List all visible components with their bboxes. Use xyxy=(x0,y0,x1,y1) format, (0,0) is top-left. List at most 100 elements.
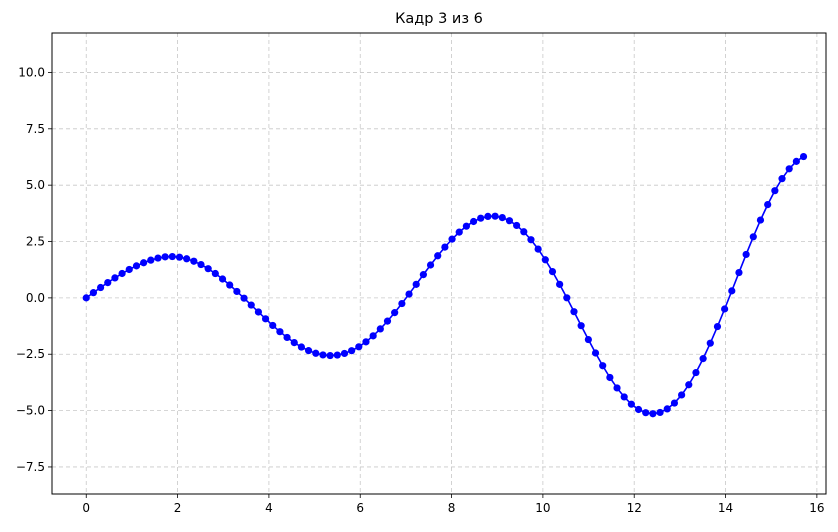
data-point xyxy=(692,368,700,377)
x-tick-label: 16 xyxy=(809,501,824,515)
data-point xyxy=(348,347,356,355)
data-point xyxy=(290,339,298,347)
data-point xyxy=(670,399,679,407)
data-point xyxy=(771,187,779,195)
data-point xyxy=(391,309,399,317)
data-point xyxy=(469,217,478,226)
x-tick-label: 0 xyxy=(82,501,90,515)
data-point xyxy=(477,214,485,222)
data-point xyxy=(613,384,621,392)
y-tick-label: 7.5 xyxy=(26,122,45,136)
x-tick-label: 10 xyxy=(535,501,550,515)
y-tick-label: −5.0 xyxy=(16,404,45,418)
data-point xyxy=(297,343,306,351)
data-point xyxy=(147,256,155,264)
data-point xyxy=(434,252,442,260)
data-point xyxy=(183,255,191,263)
data-point xyxy=(218,275,227,283)
data-point xyxy=(362,338,370,346)
data-point xyxy=(312,349,320,357)
data-point xyxy=(448,235,456,243)
data-point xyxy=(261,315,270,323)
data-point xyxy=(634,405,643,414)
data-point xyxy=(405,290,413,298)
data-point xyxy=(663,405,671,413)
data-point xyxy=(118,269,126,278)
data-point xyxy=(89,289,98,297)
data-point xyxy=(426,261,435,269)
data-point xyxy=(656,408,664,417)
data-point xyxy=(756,216,765,224)
data-point xyxy=(104,278,112,287)
data-point xyxy=(398,299,406,308)
data-point xyxy=(584,335,592,344)
data-point xyxy=(570,308,578,316)
data-point xyxy=(563,294,571,302)
data-point xyxy=(168,252,176,261)
data-point xyxy=(742,250,750,259)
data-point xyxy=(197,260,205,269)
data-point xyxy=(642,409,650,417)
data-point xyxy=(778,175,786,183)
data-point xyxy=(721,305,729,313)
y-tick-label: 10.0 xyxy=(18,65,45,79)
y-tick-label: 0.0 xyxy=(26,291,45,305)
data-point xyxy=(792,157,800,165)
y-tick-label: 5.0 xyxy=(26,178,45,192)
y-tick-label: −2.5 xyxy=(16,347,45,361)
data-point xyxy=(441,243,449,251)
data-point xyxy=(226,281,234,289)
data-point xyxy=(326,351,334,360)
data-point xyxy=(735,268,743,277)
data-point xyxy=(161,253,169,261)
data-point xyxy=(785,165,793,173)
data-point xyxy=(649,410,657,418)
data-point xyxy=(455,228,463,236)
data-point xyxy=(204,265,212,273)
x-tick-label: 4 xyxy=(265,501,273,515)
data-point xyxy=(799,152,808,161)
series-layer xyxy=(82,152,808,418)
data-point xyxy=(369,332,377,340)
data-point xyxy=(591,349,600,357)
data-point xyxy=(412,280,420,288)
y-tick-label: 2.5 xyxy=(26,235,45,249)
data-point xyxy=(304,347,313,355)
data-point xyxy=(233,287,241,296)
data-point xyxy=(606,373,614,382)
data-point xyxy=(484,212,492,221)
data-point xyxy=(175,253,184,261)
data-point xyxy=(678,391,686,399)
x-tick-label: 8 xyxy=(448,501,456,515)
data-point xyxy=(154,254,162,262)
data-point xyxy=(728,287,736,295)
data-point xyxy=(505,217,514,225)
data-point xyxy=(527,236,535,244)
data-point xyxy=(520,228,528,236)
data-point xyxy=(541,256,549,264)
data-point xyxy=(96,283,105,292)
data-point xyxy=(132,262,141,270)
data-point xyxy=(513,221,521,230)
data-point xyxy=(276,328,284,336)
x-tick-label: 2 xyxy=(174,501,182,515)
data-point xyxy=(340,349,349,358)
x-tick-label: 14 xyxy=(718,501,733,515)
data-point xyxy=(419,271,427,279)
data-point xyxy=(577,322,585,330)
y-axis: −7.5 −5.0 −2.5 0.0 2.5 5.0 7.5 10.0 xyxy=(16,65,52,474)
data-point xyxy=(319,351,327,359)
grid xyxy=(52,33,826,494)
data-point xyxy=(125,265,133,274)
data-point xyxy=(713,322,722,331)
x-axis: 0 2 4 6 8 10 12 14 16 xyxy=(82,494,825,515)
data-point xyxy=(211,269,219,278)
data-point xyxy=(283,333,291,342)
data-point xyxy=(462,222,470,230)
data-point xyxy=(333,351,341,359)
x-tick-label: 12 xyxy=(627,501,642,515)
data-point xyxy=(685,381,693,389)
data-point xyxy=(269,321,277,330)
data-point xyxy=(355,343,363,351)
